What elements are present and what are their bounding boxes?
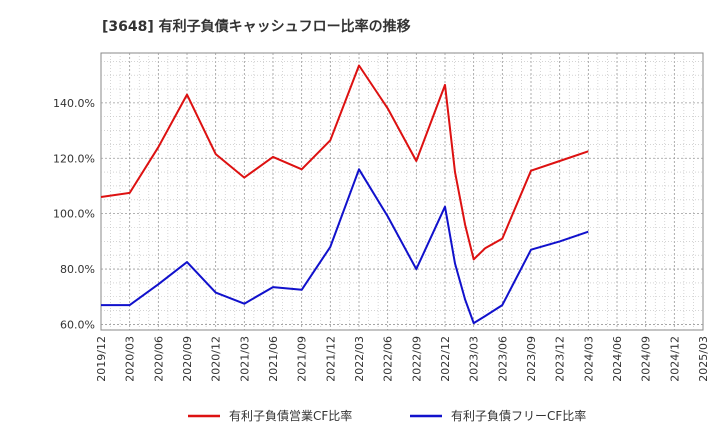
x-tick-label: 2020/03 — [124, 336, 137, 382]
x-tick-label: 2022/09 — [410, 336, 423, 382]
x-tick-label: 2022/06 — [382, 336, 395, 382]
x-tick-label: 2020/09 — [181, 336, 194, 382]
x-tick-label: 2023/03 — [468, 336, 481, 382]
plot-area — [100, 52, 704, 331]
x-tick-label: 2022/12 — [439, 336, 452, 382]
chart-title: [3648] 有利子負債キャッシュフロー比率の推移 — [102, 18, 411, 35]
series-lines — [100, 64, 589, 325]
x-tick-label: 2021/06 — [267, 336, 280, 382]
x-tick-label: 2024/03 — [582, 336, 595, 382]
x-tick-label: 2023/09 — [525, 336, 538, 382]
x-tick-label: 2025/03 — [697, 336, 710, 382]
x-tick-label: 2024/09 — [640, 336, 653, 382]
x-tick-label: 2023/12 — [554, 336, 567, 382]
legend: 有利子負債営業CF比率 有利子負債フリーCF比率 — [188, 408, 586, 423]
y-tick-label: 60.0% — [60, 318, 95, 331]
y-axis: 60.0% 80.0% 100.0% 120.0% 140.0% — [53, 97, 95, 332]
x-tick-label: 2020/06 — [152, 336, 165, 382]
x-tick-label: 2021/03 — [238, 336, 251, 382]
x-axis: 2019/12 2020/03 2020/06 2020/09 2020/12 2021/… — [95, 336, 710, 382]
x-tick-label: 2022/03 — [353, 336, 366, 382]
y-tick-label: 120.0% — [53, 152, 95, 165]
x-tick-label: 2024/12 — [668, 336, 681, 382]
series-line-0 — [100, 64, 589, 261]
grid — [101, 53, 703, 330]
x-tick-label: 2024/06 — [611, 336, 624, 382]
y-tick-label: 100.0% — [53, 208, 95, 221]
x-tick-label: 2019/12 — [95, 336, 108, 382]
y-tick-label: 140.0% — [53, 97, 95, 110]
series-line-1 — [101, 168, 589, 325]
x-tick-label: 2020/12 — [210, 336, 223, 382]
legend-label-0: 有利子負債営業CF比率 — [229, 408, 352, 423]
x-tick-label: 2021/09 — [296, 336, 309, 382]
x-tick-label: 2021/12 — [324, 336, 337, 382]
y-tick-label: 80.0% — [60, 263, 95, 276]
legend-label-1: 有利子負債フリーCF比率 — [451, 408, 586, 423]
x-tick-label: 2023/06 — [496, 336, 509, 382]
